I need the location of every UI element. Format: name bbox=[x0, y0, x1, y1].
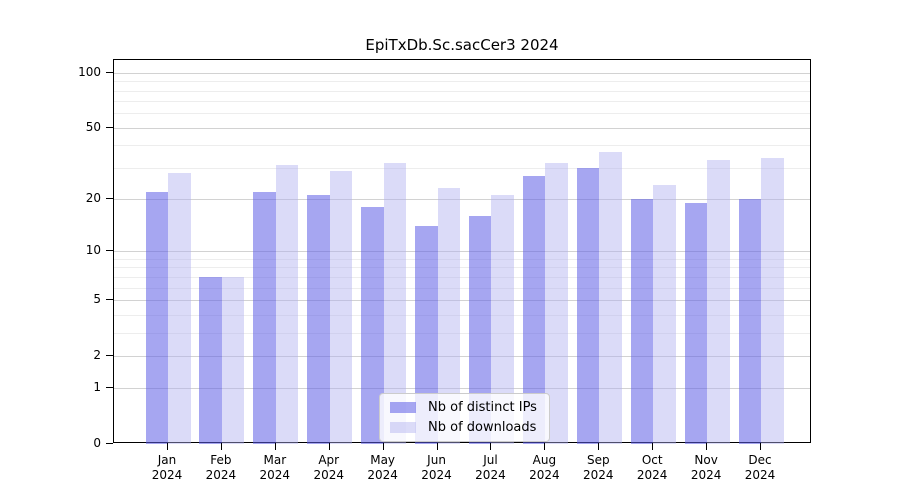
y-tick-mark bbox=[106, 443, 113, 444]
x-tick-mark bbox=[382, 443, 384, 450]
major-gridline bbox=[114, 127, 810, 129]
major-gridline bbox=[114, 355, 810, 357]
x-tick-label: Nov 2024 bbox=[690, 453, 722, 482]
y-tick-mark bbox=[106, 298, 113, 300]
bar-downloads bbox=[383, 162, 407, 444]
y-tick-label: 10 bbox=[85, 243, 101, 258]
x-tick-mark bbox=[652, 443, 654, 450]
major-gridline bbox=[114, 72, 810, 74]
minor-gridline bbox=[114, 314, 810, 316]
bar-distinct-ips bbox=[576, 167, 600, 444]
y-tick-label: 100 bbox=[78, 64, 101, 79]
plot-area bbox=[113, 59, 811, 444]
minor-gridline bbox=[114, 276, 810, 278]
major-gridline bbox=[114, 251, 810, 253]
bar-downloads bbox=[545, 162, 568, 444]
bar-distinct-ips bbox=[415, 226, 438, 444]
x-tick-mark bbox=[706, 443, 708, 450]
x-tick-label: Dec 2024 bbox=[744, 453, 776, 482]
x-tick-label: Aug 2024 bbox=[529, 453, 560, 482]
bar-downloads bbox=[707, 160, 730, 444]
major-gridline bbox=[114, 199, 810, 201]
x-tick-label: May 2024 bbox=[367, 453, 398, 482]
y-tick-mark bbox=[106, 198, 113, 200]
bar-distinct-ips bbox=[145, 191, 168, 444]
y-tick-mark bbox=[106, 387, 113, 389]
y-tick-label: 0 bbox=[93, 436, 101, 450]
legend-item: Nb of distinct IPs bbox=[390, 400, 537, 415]
x-tick-mark bbox=[598, 443, 600, 450]
bar-downloads bbox=[437, 188, 461, 444]
x-tick-mark bbox=[328, 443, 330, 450]
x-tick-label: Jan 2024 bbox=[151, 453, 183, 482]
y-tick-label: 50 bbox=[85, 119, 101, 134]
minor-gridline bbox=[114, 258, 810, 260]
minor-gridline bbox=[114, 101, 810, 103]
minor-gridline bbox=[114, 167, 810, 169]
minor-gridline bbox=[114, 267, 810, 269]
bar-downloads bbox=[599, 151, 622, 444]
x-tick-label: Apr 2024 bbox=[313, 453, 344, 482]
bar-distinct-ips bbox=[630, 199, 654, 444]
y-tick-mark bbox=[106, 354, 113, 356]
chart-title: EpiTxDb.Sc.sacCer3 2024 bbox=[365, 36, 559, 54]
minor-gridline bbox=[114, 287, 810, 289]
y-tick-mark bbox=[106, 250, 113, 252]
bar-downloads bbox=[275, 165, 299, 444]
x-tick-mark bbox=[490, 443, 492, 450]
x-tick-label: Oct 2024 bbox=[636, 453, 668, 482]
major-gridline bbox=[114, 388, 810, 390]
bar-downloads bbox=[491, 195, 514, 444]
y-tick-label: 2 bbox=[93, 347, 101, 362]
x-tick-mark bbox=[274, 443, 276, 450]
legend-item-label: Nb of distinct IPs bbox=[428, 400, 537, 415]
bar-distinct-ips bbox=[738, 199, 761, 444]
y-tick-label: 5 bbox=[93, 291, 101, 306]
downloads-swatch bbox=[390, 422, 416, 433]
x-tick-label: Sep 2024 bbox=[582, 453, 614, 482]
minor-gridline bbox=[114, 332, 810, 334]
x-tick-mark bbox=[436, 443, 438, 450]
x-tick-label: Mar 2024 bbox=[259, 453, 291, 482]
x-tick-label: Jul 2024 bbox=[475, 453, 506, 482]
minor-gridline bbox=[114, 90, 810, 92]
minor-gridline bbox=[114, 81, 810, 83]
legend: Nb of distinct IPs Nb of downloads bbox=[379, 393, 550, 442]
legend-item: Nb of downloads bbox=[390, 420, 537, 435]
bar-distinct-ips bbox=[361, 207, 384, 444]
x-tick-label: Jun 2024 bbox=[421, 453, 452, 482]
y-tick-label: 20 bbox=[85, 191, 101, 206]
legend-item-label: Nb of downloads bbox=[428, 420, 537, 435]
bar-distinct-ips bbox=[522, 176, 546, 444]
y-tick-mark bbox=[106, 126, 113, 128]
bar-distinct-ips bbox=[253, 191, 276, 444]
minor-gridline bbox=[114, 145, 810, 147]
x-tick-mark bbox=[167, 443, 168, 450]
x-tick-mark bbox=[220, 443, 222, 450]
bar-downloads bbox=[653, 185, 676, 444]
bar-downloads bbox=[168, 173, 191, 444]
y-tick-label: 1 bbox=[93, 380, 101, 395]
bar-downloads bbox=[761, 158, 784, 444]
distinct-ips-swatch bbox=[390, 402, 416, 413]
x-tick-mark bbox=[544, 443, 546, 450]
bar-distinct-ips bbox=[199, 276, 222, 444]
bar-downloads bbox=[329, 170, 353, 444]
major-gridline bbox=[114, 299, 810, 301]
minor-gridline bbox=[114, 113, 810, 115]
x-tick-label: Feb 2024 bbox=[205, 453, 237, 482]
y-tick-mark bbox=[106, 71, 113, 73]
x-tick-mark bbox=[760, 443, 761, 450]
bar-downloads bbox=[221, 276, 245, 444]
bar-distinct-ips bbox=[684, 203, 708, 444]
bar-distinct-ips bbox=[468, 216, 492, 444]
bar-distinct-ips bbox=[307, 195, 330, 444]
